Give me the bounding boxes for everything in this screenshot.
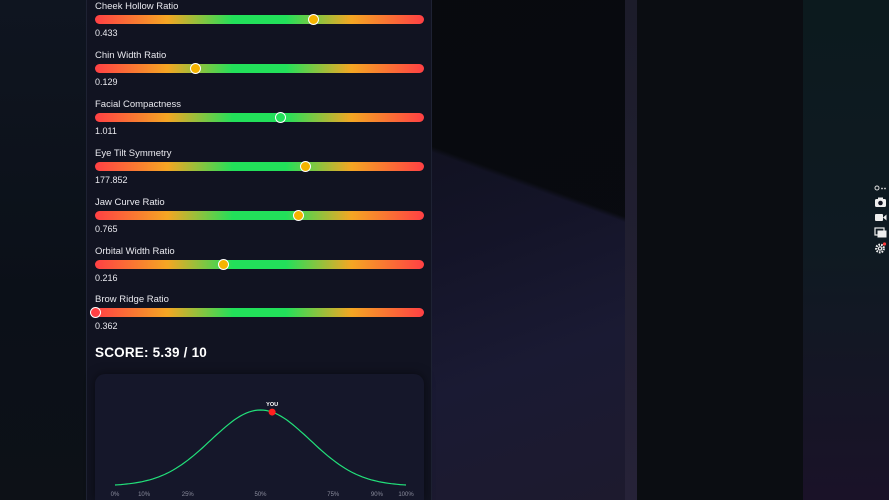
distribution-curve	[114, 409, 407, 486]
metric-label: Eye Tilt Symmetry	[95, 147, 172, 159]
metric-value: 0.433	[95, 28, 118, 38]
background-right	[637, 0, 803, 500]
background-far-right	[803, 0, 889, 500]
metric-slider-knob	[292, 209, 304, 221]
metric-value: 0.216	[95, 272, 118, 283]
metric-slider-knob	[190, 62, 202, 74]
background-stripe	[625, 0, 637, 500]
background-left	[0, 0, 86, 500]
metric-value: 177.852	[95, 174, 128, 185]
metric-label: Orbital Width Ratio	[95, 245, 175, 257]
metric-label: Cheek Hollow Ratio	[95, 1, 179, 12]
metric-slider-knob	[217, 258, 229, 270]
camera-icon[interactable]	[874, 196, 887, 208]
you-marker-label: YOU	[266, 402, 278, 408]
background-shade	[432, 0, 625, 500]
metric-slider-track	[95, 63, 424, 73]
metric-value: 1.011	[95, 125, 117, 136]
score-text: SCORE: 5.39 / 10	[95, 345, 207, 360]
metric-slider-track	[95, 259, 424, 269]
x-tick-label: 10%	[138, 492, 151, 498]
metric-slider-knob	[274, 111, 286, 123]
x-tick-label: 0%	[111, 492, 120, 498]
metric-label: Brow Ridge Ratio	[95, 294, 169, 306]
x-tick-label: 90%	[371, 492, 384, 498]
distribution-chart-svg: YOU 0% 10% 25% 50% 75% 90% 100%	[111, 402, 415, 498]
metric-value: 0.765	[95, 223, 118, 234]
x-tick-label: 75%	[327, 492, 340, 498]
metric-slider-knob	[90, 307, 101, 319]
metric-label: Facial Compactness	[95, 98, 182, 110]
metric-slider-track	[95, 210, 424, 220]
window-icon[interactable]	[874, 227, 887, 239]
you-marker	[268, 408, 276, 416]
x-tick-label: 100%	[398, 492, 414, 498]
metric-label: Jaw Curve Ratio	[95, 196, 165, 208]
metric-slider-track	[95, 15, 424, 24]
metric-label: Chin Width Ratio	[95, 49, 167, 61]
gear-icon[interactable]	[874, 242, 887, 254]
metric-slider-knob	[308, 14, 320, 25]
metric-slider-track	[95, 161, 424, 171]
distribution-chart: YOU 0% 10% 25% 50% 75% 90% 100%	[95, 374, 424, 500]
video-icon[interactable]	[874, 211, 887, 223]
x-tick-label: 25%	[182, 492, 195, 498]
metric-slider-track	[95, 112, 424, 122]
metric-value: 0.362	[95, 321, 118, 332]
metric-value: 0.129	[95, 76, 118, 87]
pin-icon[interactable]	[874, 184, 887, 192]
x-tick-label: 50%	[254, 492, 267, 498]
metric-slider-track	[95, 308, 424, 318]
metric-slider-knob	[299, 160, 311, 172]
